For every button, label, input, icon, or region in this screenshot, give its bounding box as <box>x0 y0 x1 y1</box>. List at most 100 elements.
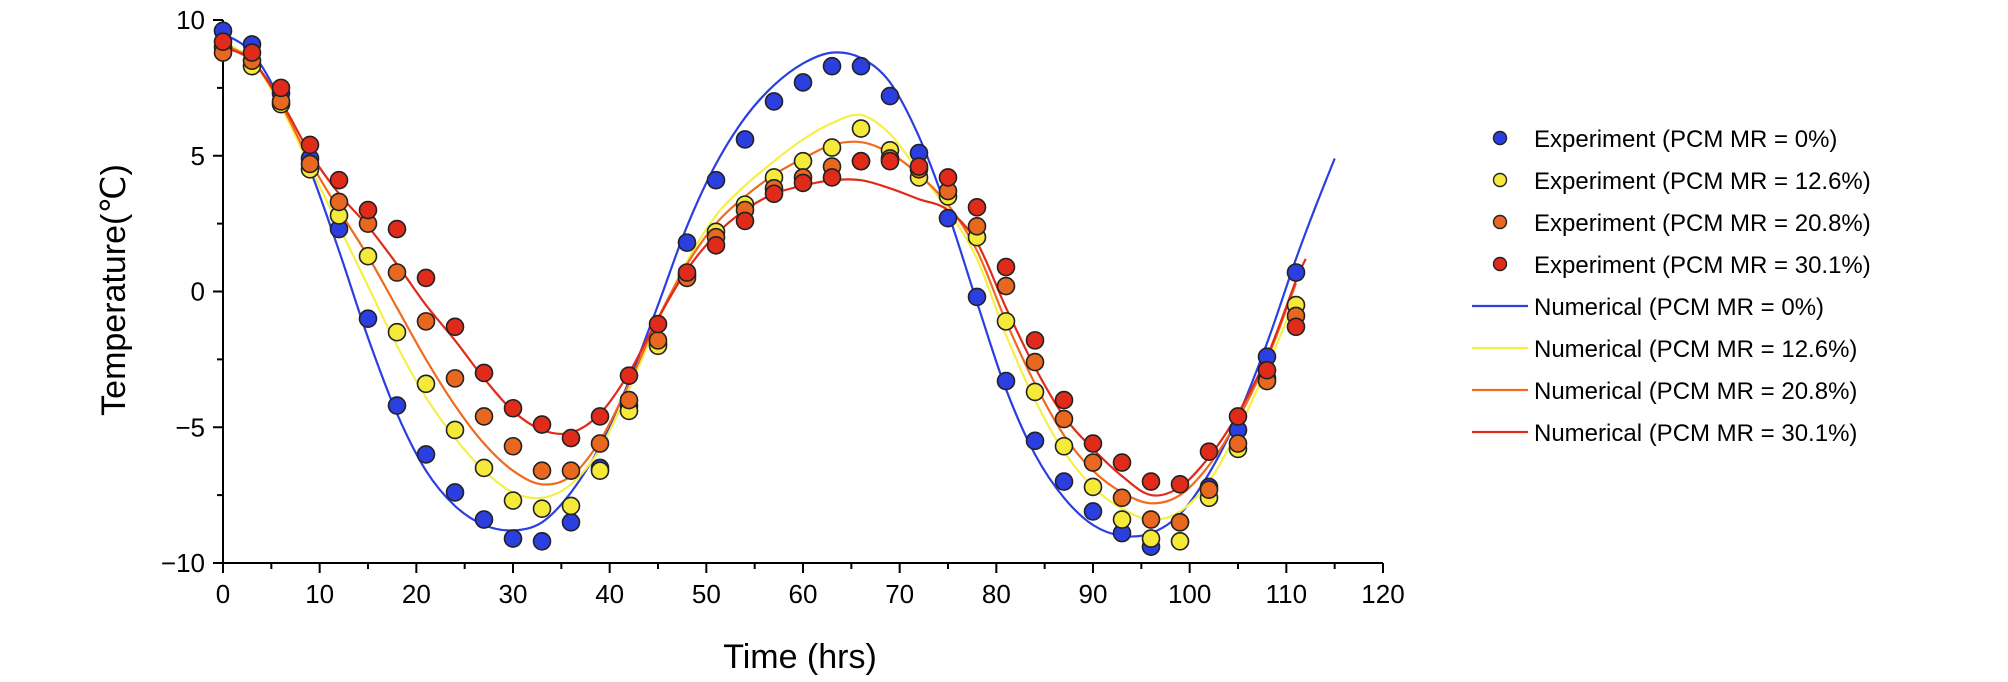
experiment-point-0 <box>706 170 726 190</box>
y-tick-label: 10 <box>176 5 205 35</box>
experiment-point-0 <box>851 56 871 76</box>
experiment-point-3 <box>909 157 929 176</box>
experiment-point-2 <box>532 461 552 480</box>
legend-marker-experiment-2 <box>1492 214 1508 230</box>
y-axis-title: Temperature(℃) <box>95 164 133 416</box>
axes: 0 10 20 30 40 50 60 70 80 90 100 110 120 −10 −5 0 5 10 <box>161 5 1405 609</box>
experiment-point-3 <box>1054 390 1074 410</box>
experiment-point-3 <box>1112 453 1132 472</box>
experiment-point-1 <box>851 119 871 138</box>
x-tick-label: 40 <box>595 579 624 609</box>
experiment-point-1 <box>474 458 494 478</box>
x-axis-title: Time (hrs) <box>723 638 877 676</box>
experiment-point-2 <box>1170 512 1190 532</box>
x-tick-label: 80 <box>982 579 1011 609</box>
experiment-point-0 <box>387 396 407 415</box>
legend-label-experiment-0: Experiment (PCM MR = 0%) <box>1534 126 1837 153</box>
experiment-point-2 <box>300 154 320 174</box>
experiment-point-3 <box>1286 317 1306 337</box>
experiment-point-2 <box>967 217 987 236</box>
experiment-point-3 <box>706 236 726 255</box>
experiment-point-2 <box>1199 480 1219 499</box>
experiment-point-2 <box>1141 510 1161 529</box>
experiment-point-3 <box>764 184 784 204</box>
experiment-point-3 <box>532 415 552 434</box>
experiment-point-3 <box>880 151 900 171</box>
experiment-point-2 <box>329 192 349 212</box>
experiment-point-3 <box>358 200 378 220</box>
legend-label-numerical-2: Numerical (PCM MR = 20.8%) <box>1534 378 1857 405</box>
experiment-point-3 <box>561 428 581 448</box>
legend-label-experiment-1: Experiment (PCM MR = 12.6%) <box>1534 168 1871 195</box>
experiment-point-2 <box>445 369 465 388</box>
experiment-point-0 <box>1054 472 1074 491</box>
x-tick-label: 10 <box>305 579 334 609</box>
experiment-point-3 <box>416 268 436 288</box>
x-tick-label: 50 <box>692 579 721 609</box>
experiment-point-2 <box>416 312 436 331</box>
experiment-point-2 <box>561 461 581 480</box>
experiment-point-1 <box>1083 477 1103 497</box>
legend-label-experiment-3: Experiment (PCM MR = 30.1%) <box>1534 252 1871 279</box>
experiment-point-0 <box>1286 263 1306 282</box>
experiment-point-3 <box>1170 474 1190 494</box>
experiment-point-0 <box>532 531 552 551</box>
experiment-point-1 <box>793 151 813 171</box>
experiment-point-3 <box>793 173 813 193</box>
x-tick-label: 20 <box>402 579 431 609</box>
experiment-point-1 <box>822 138 842 157</box>
experiment-point-3 <box>822 168 842 187</box>
experiment-point-2 <box>648 331 668 350</box>
experiment-point-1 <box>358 246 378 266</box>
x-tick-label: 0 <box>216 579 230 609</box>
x-tick-label: 90 <box>1079 579 1108 609</box>
experiment-point-3 <box>1141 472 1161 491</box>
experiment-point-0 <box>358 309 378 328</box>
experiment-point-3 <box>1228 407 1248 426</box>
experiment-point-3 <box>677 263 697 282</box>
experiment-point-0 <box>503 529 523 548</box>
experiment-point-3 <box>329 170 349 190</box>
experiment-point-0 <box>1083 502 1103 521</box>
experiment-point-0 <box>561 512 581 532</box>
numerical-line-1 <box>222 40 1298 521</box>
experiment-point-1 <box>416 374 436 394</box>
experiment-point-2 <box>590 434 610 453</box>
legend: Experiment (PCM MR = 0%) Experiment (PCM … <box>1472 126 1871 447</box>
experiment-point-0 <box>1025 431 1045 451</box>
experiment-point-3 <box>242 43 262 62</box>
experiment-point-2 <box>1228 434 1248 453</box>
experiment-point-3 <box>387 219 407 239</box>
x-tick-label: 30 <box>499 579 528 609</box>
legend-label-experiment-2: Experiment (PCM MR = 20.8%) <box>1534 210 1871 237</box>
experiment-point-0 <box>996 371 1016 391</box>
y-tick-label: −5 <box>175 412 205 442</box>
legend-marker-experiment-0 <box>1492 130 1508 146</box>
experiment-point-3 <box>474 363 494 383</box>
experiment-point-3 <box>1083 434 1103 453</box>
experiment-point-0 <box>880 86 900 106</box>
experiment-point-3 <box>996 257 1016 277</box>
experiment-point-2 <box>1083 453 1103 472</box>
x-tick-label: 70 <box>885 579 914 609</box>
experiment-point-1 <box>1054 436 1074 456</box>
experiment-point-2 <box>1054 409 1074 429</box>
experiment-point-2 <box>996 276 1016 296</box>
experiment-point-0 <box>822 56 842 76</box>
experiment-point-0 <box>967 287 987 307</box>
experiment-point-0 <box>445 483 465 502</box>
experiment-point-0 <box>735 130 755 149</box>
experiment-point-1 <box>503 491 523 510</box>
experiment-point-2 <box>1025 352 1045 372</box>
experiment-point-3 <box>938 168 958 187</box>
x-tick-label: 60 <box>789 579 818 609</box>
experiment-point-2 <box>1112 488 1132 508</box>
experiment-point-3 <box>1257 360 1277 380</box>
experiment-point-3 <box>590 407 610 426</box>
experiment-point-0 <box>938 208 958 228</box>
experiment-point-3 <box>851 151 871 171</box>
experiment-point-2 <box>503 436 523 456</box>
experiment-point-0 <box>474 510 494 529</box>
y-tick-label: 5 <box>191 141 205 171</box>
